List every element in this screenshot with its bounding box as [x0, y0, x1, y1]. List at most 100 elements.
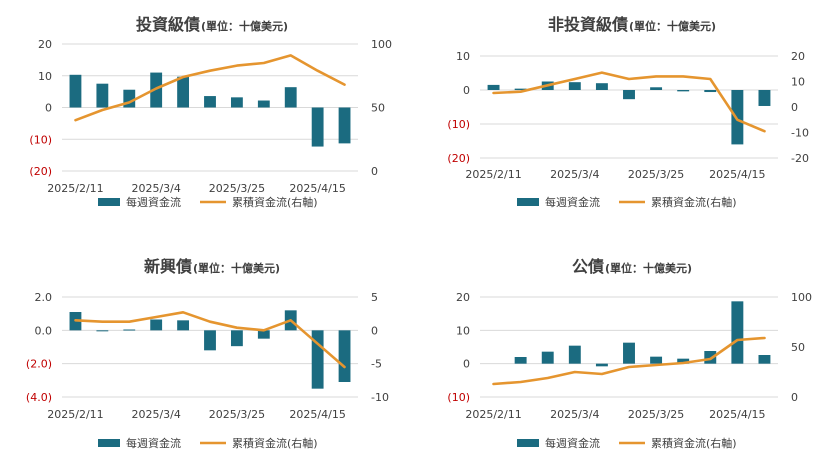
- legend-bar-label: 每週資金流: [126, 195, 181, 209]
- left-axis-tick-label: 0: [45, 102, 52, 115]
- left-axis-tick-label: 20: [456, 291, 470, 304]
- line-cumulative-flow: [492, 336, 766, 386]
- line-cumulative-flow: [74, 54, 346, 122]
- legend-line-label: 累積資金流(右軸): [651, 436, 737, 450]
- x-axis-tick-label: 2025/3/25: [209, 182, 265, 195]
- chart-title-unit: (單位：十億美元): [605, 261, 692, 275]
- bar-weekly-flow: [514, 88, 527, 90]
- bar-weekly-flow: [568, 345, 581, 364]
- bar-weekly-flow: [96, 330, 109, 332]
- bar-weekly-flow: [123, 89, 136, 108]
- left-axis-tick-label: 2.0: [35, 291, 53, 304]
- right-axis-tick-label: -5: [371, 358, 382, 371]
- right-axis-tick-label: 100: [791, 291, 812, 304]
- bar-weekly-flow: [338, 107, 351, 144]
- bar-weekly-flow: [595, 83, 608, 90]
- bar-weekly-flow: [338, 330, 351, 382]
- right-axis-tick-label: 50: [791, 341, 805, 354]
- line-cumulative-flow: [492, 71, 766, 133]
- x-axis-tick-label: 2025/3/25: [209, 408, 265, 421]
- x-axis-tick-label: 2025/2/11: [47, 182, 103, 195]
- right-axis-tick-label: 20: [791, 50, 805, 63]
- left-axis-tick-label: (10): [447, 391, 470, 404]
- bar-weekly-flow: [514, 357, 527, 364]
- bar-weekly-flow: [704, 90, 717, 93]
- x-axis-tick-label: 2025/4/15: [289, 182, 345, 195]
- legend-bar-swatch: [98, 439, 120, 447]
- x-axis-tick-label: 2025/3/25: [628, 168, 684, 181]
- x-axis-tick-label: 2025/4/15: [709, 168, 765, 181]
- x-axis-tick-label: 2025/3/25: [628, 408, 684, 421]
- x-axis-tick-label: 2025/4/15: [289, 408, 345, 421]
- x-axis-tick-label: 2025/2/11: [465, 408, 521, 421]
- bar-weekly-flow: [311, 330, 324, 389]
- left-axis-tick-label: (2.0): [26, 358, 52, 371]
- legend-bar-label: 每週資金流: [126, 436, 181, 450]
- x-axis-tick-label: 2025/2/11: [465, 168, 521, 181]
- bar-weekly-flow: [230, 330, 243, 347]
- left-axis-tick-label: (10): [447, 118, 470, 131]
- bar-weekly-flow: [731, 301, 744, 364]
- right-axis-tick-label: 100: [371, 38, 392, 51]
- chart-title-unit: (單位：十億美元): [193, 261, 280, 275]
- chart-title-main: 新興債: [144, 257, 192, 276]
- right-axis-tick-label: 0: [791, 101, 798, 114]
- left-axis-tick-label: 10: [38, 70, 52, 83]
- bar-weekly-flow: [150, 72, 163, 108]
- left-axis-tick-label: 10: [456, 324, 470, 337]
- right-axis-tick-label: 0: [791, 391, 798, 404]
- chart-panel-2: 非投資級債(單位：十億美元) 10 0 (10) (20) 20 10 0 -10 -20 2025…: [447, 15, 809, 209]
- bar-weekly-flow: [257, 330, 270, 339]
- bar-weekly-flow: [623, 342, 635, 364]
- right-axis-tick-label: 10: [791, 76, 805, 89]
- chart-title-main: 公債: [572, 257, 604, 276]
- x-axis-tick-label: 2025/3/4: [550, 168, 599, 181]
- bar-weekly-flow: [177, 320, 190, 331]
- x-axis-tick-label: 2025/2/11: [47, 408, 103, 421]
- x-axis-tick-label: 2025/3/4: [550, 408, 599, 421]
- bar-weekly-flow: [758, 355, 771, 364]
- chart-panel-3: 新興債(單位：十億美元) 2.0 0.0 (2.0) (4.0) 5 0 -5 -10 2025/…: [26, 257, 389, 450]
- chart-title-main: 非投資級債: [548, 15, 628, 34]
- bar-weekly-flow: [623, 90, 635, 100]
- bar-weekly-flow: [204, 330, 216, 351]
- right-axis-tick-label: -10: [371, 391, 389, 404]
- left-axis-tick-label: (20): [29, 165, 52, 178]
- bar-weekly-flow: [650, 87, 663, 90]
- bar-weekly-flow: [257, 100, 270, 108]
- left-axis-tick-label: 0: [463, 84, 470, 97]
- bar-weekly-flow: [595, 363, 608, 367]
- bar-weekly-flow: [568, 82, 581, 90]
- x-axis-tick-label: 2025/3/4: [131, 408, 180, 421]
- right-axis-tick-label: -20: [791, 152, 809, 165]
- bar-weekly-flow: [650, 356, 663, 364]
- legend-line-label: 累積資金流(右軸): [651, 195, 737, 209]
- right-axis-tick-label: 5: [371, 291, 378, 304]
- bar-weekly-flow: [204, 96, 216, 108]
- bar-weekly-flow: [677, 90, 690, 92]
- right-axis-tick-label: -10: [791, 127, 809, 140]
- bar-weekly-flow: [704, 351, 717, 364]
- bar-weekly-flow: [731, 90, 744, 145]
- chart-title: 非投資級債(單位：十億美元): [548, 15, 716, 34]
- left-axis-tick-label: (4.0): [26, 391, 52, 404]
- chart-title: 公債(單位：十億美元): [572, 257, 692, 276]
- bar-weekly-flow: [96, 83, 109, 108]
- right-axis-tick-label: 0: [371, 165, 378, 178]
- bar-weekly-flow: [541, 351, 554, 364]
- chart-panel-1: 投資級債(單位：十億美元)20100(10)(20)1005002025/2/1…: [29, 15, 392, 209]
- legend-line-label: 累積資金流(右軸): [232, 436, 318, 450]
- x-axis-tick-label: 2025/3/4: [131, 182, 180, 195]
- chart-title-unit: (單位：十億美元): [201, 19, 288, 33]
- left-axis-tick-label: (20): [447, 152, 470, 165]
- chart-title-main: 投資級債: [136, 15, 200, 34]
- left-axis-tick-label: 0: [463, 358, 470, 371]
- right-axis-tick-label: 50: [371, 102, 385, 115]
- line-cumulative-flow: [74, 310, 346, 369]
- bar-weekly-flow: [123, 329, 136, 331]
- chart-title: 投資級債(單位：十億美元): [136, 15, 288, 34]
- bar-weekly-flow: [311, 107, 324, 147]
- bar-weekly-flow: [69, 74, 82, 108]
